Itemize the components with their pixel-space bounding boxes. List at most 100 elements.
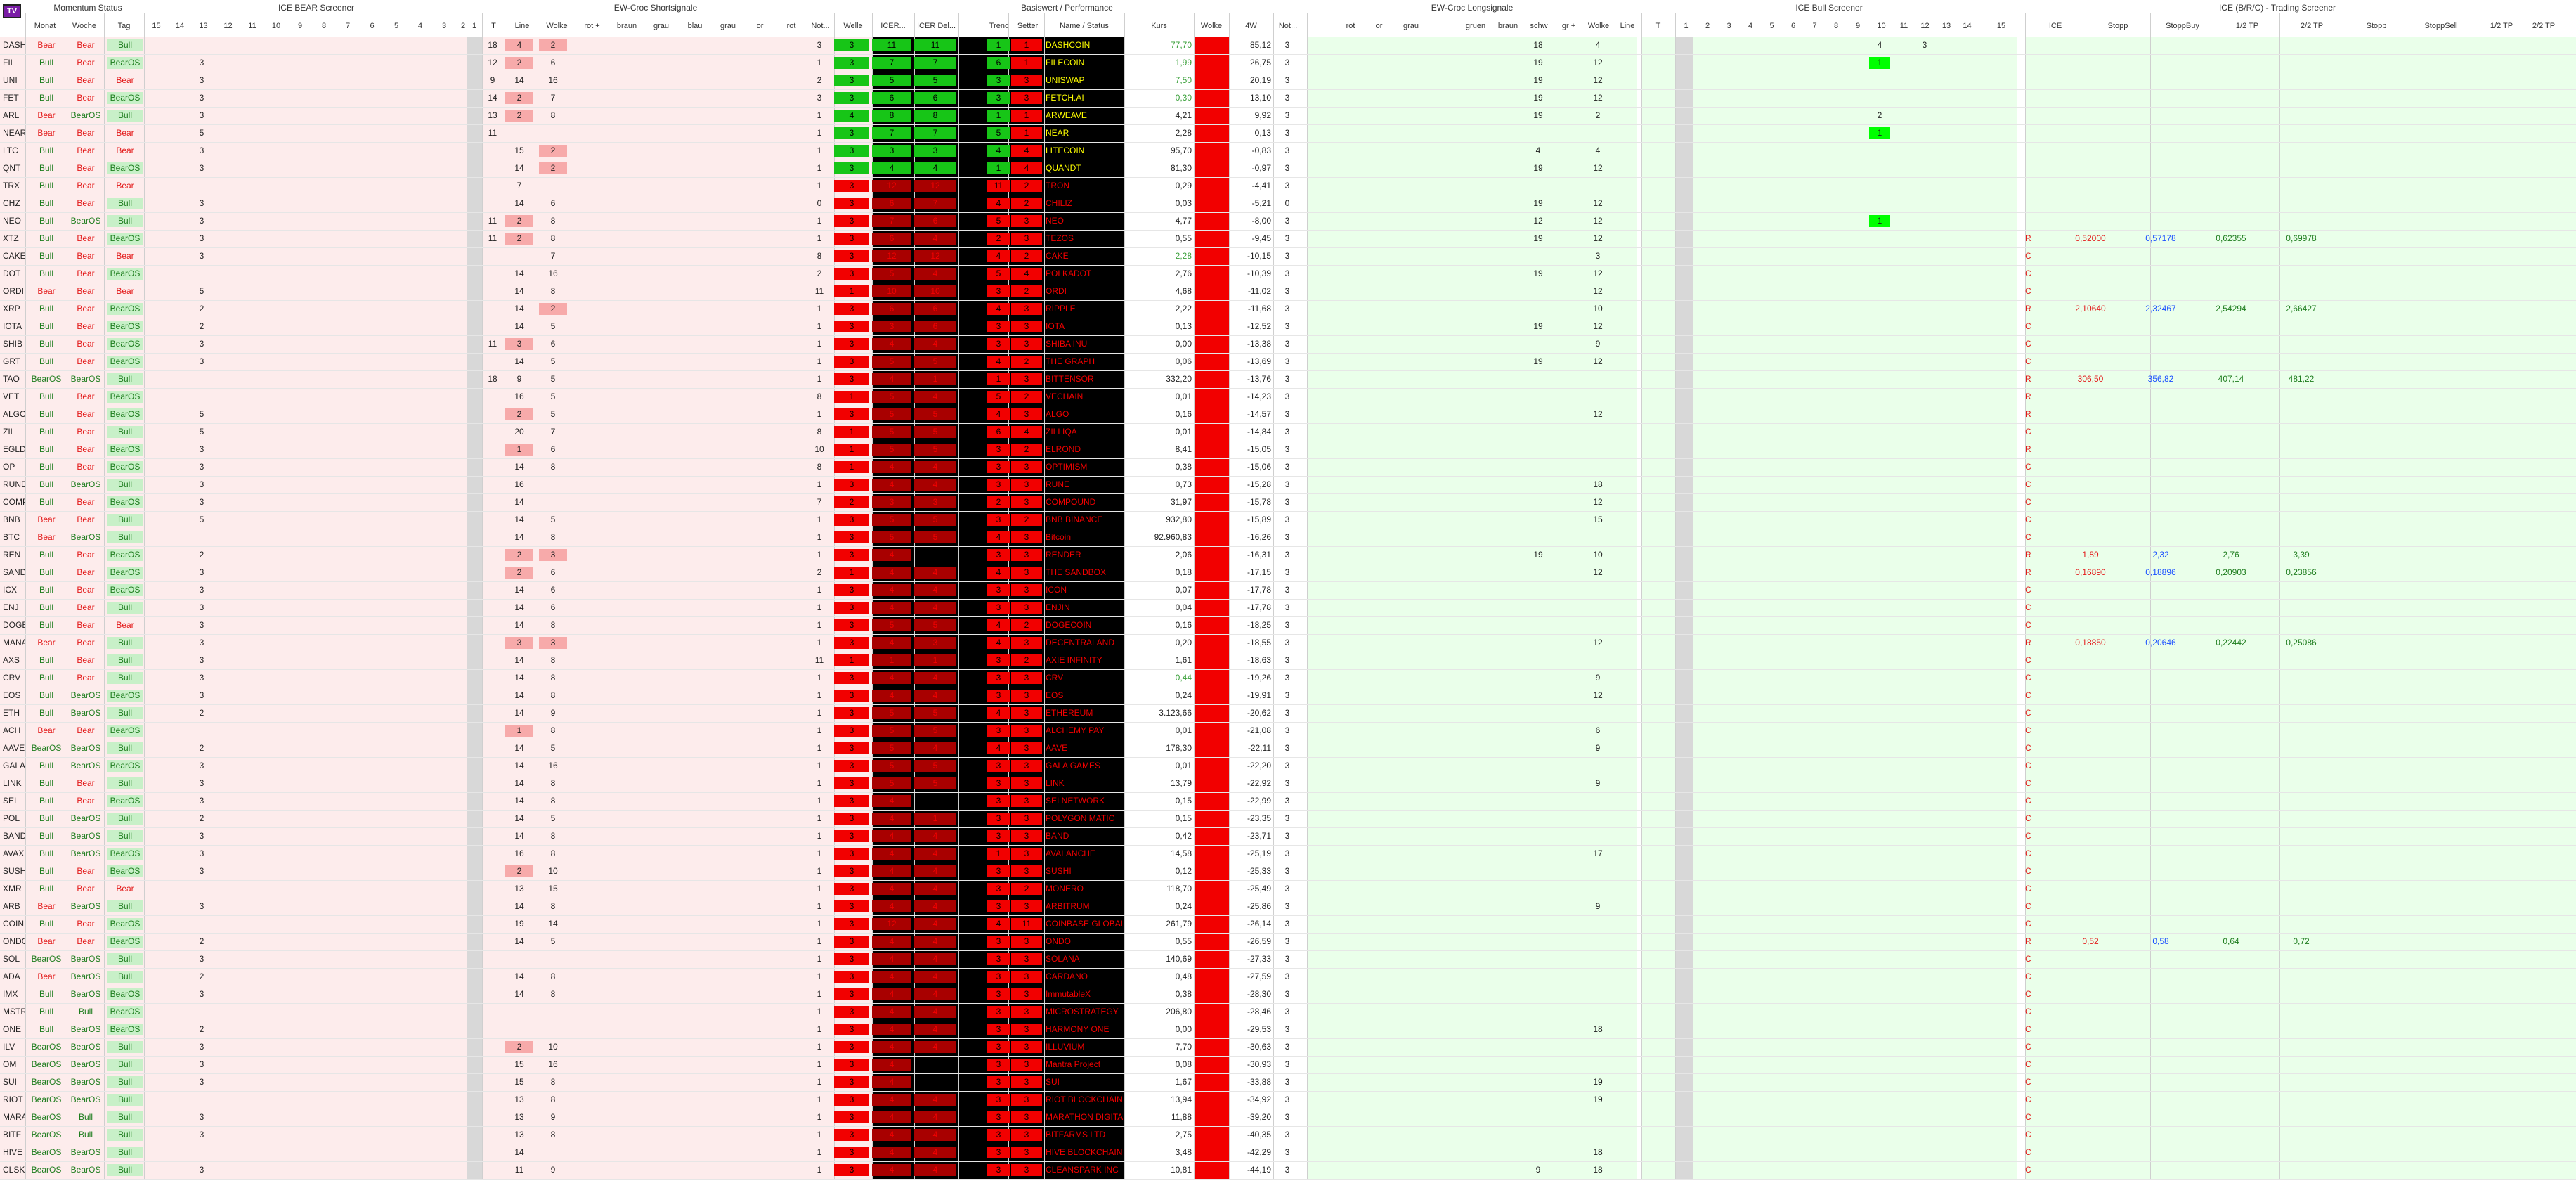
column-header[interactable]: 8 <box>321 22 327 30</box>
symbol-ticker[interactable]: BITF <box>3 1130 21 1139</box>
symbol-ticker[interactable]: LTC <box>3 146 18 155</box>
column-header[interactable]: Monat <box>34 22 56 30</box>
asset-name[interactable]: BAND <box>1046 831 1069 841</box>
asset-name[interactable]: FETCH.AI <box>1046 93 1084 103</box>
symbol-ticker[interactable]: ADA <box>3 971 20 981</box>
symbol-ticker[interactable]: DASH <box>3 40 25 50</box>
symbol-ticker[interactable]: OP <box>3 462 15 472</box>
asset-name[interactable]: ARWEAVE <box>1046 110 1087 120</box>
symbol-ticker[interactable]: COMP <box>3 497 25 507</box>
symbol-ticker[interactable]: GRT <box>3 356 21 366</box>
column-header[interactable]: 9 <box>1855 22 1861 30</box>
asset-name[interactable]: ALGO <box>1046 409 1069 419</box>
column-header[interactable]: 15 <box>1996 22 2006 30</box>
asset-name[interactable]: CAKE <box>1046 251 1069 261</box>
asset-name[interactable]: UNISWAP <box>1046 75 1085 85</box>
asset-name[interactable]: Bitcoin <box>1046 532 1072 542</box>
column-header[interactable]: 1/2 TP <box>2235 22 2259 30</box>
symbol-ticker[interactable]: REN <box>3 550 21 560</box>
column-header[interactable]: T <box>491 22 496 30</box>
symbol-ticker[interactable]: IOTA <box>3 321 22 331</box>
column-header[interactable]: ICER... <box>880 22 906 30</box>
column-header[interactable]: 6 <box>370 22 375 30</box>
column-header[interactable]: 2 <box>460 22 466 30</box>
symbol-ticker[interactable]: NEAR <box>3 128 25 138</box>
symbol-ticker[interactable]: SEI <box>3 796 17 806</box>
column-header[interactable]: braun <box>1497 22 1518 30</box>
symbol-ticker[interactable]: BTC <box>3 532 20 542</box>
asset-name[interactable]: ZILLIQA <box>1046 427 1077 437</box>
asset-name[interactable]: AAVE <box>1046 743 1068 753</box>
asset-name[interactable]: DASHCOIN <box>1046 40 1091 50</box>
column-header[interactable]: 13 <box>1941 22 1951 30</box>
column-header[interactable]: 5 <box>393 22 399 30</box>
symbol-ticker[interactable]: DOT <box>3 269 21 278</box>
asset-name[interactable]: RIOT BLOCKCHAIN <box>1046 1095 1123 1104</box>
asset-name[interactable]: COINBASE GLOBAL <box>1046 919 1123 929</box>
column-header[interactable]: 2 <box>1705 22 1710 30</box>
symbol-ticker[interactable]: AAVE <box>3 743 25 753</box>
asset-name[interactable]: POLYGON MATIC <box>1046 813 1115 823</box>
asset-name[interactable]: RIPPLE <box>1046 304 1076 314</box>
symbol-ticker[interactable]: ARB <box>3 901 20 911</box>
column-header[interactable]: schw <box>1530 22 1548 30</box>
asset-name[interactable]: LITECOIN <box>1046 146 1085 155</box>
column-header[interactable]: Woche <box>72 22 97 30</box>
column-header[interactable]: rot + <box>584 22 600 30</box>
symbol-ticker[interactable]: AXS <box>3 655 20 665</box>
asset-name[interactable]: LINK <box>1046 778 1065 788</box>
symbol-ticker[interactable]: AVAX <box>3 848 25 858</box>
column-header[interactable]: 14 <box>175 22 185 30</box>
asset-name[interactable]: NEO <box>1046 216 1065 226</box>
column-header[interactable]: Not... <box>811 22 830 30</box>
asset-name[interactable]: AXIE INFINITY <box>1046 655 1102 665</box>
asset-name[interactable]: ALCHEMY PAY <box>1046 725 1105 735</box>
column-header[interactable]: Line <box>1620 22 1635 30</box>
asset-name[interactable]: ARBITRUM <box>1046 901 1090 911</box>
symbol-ticker[interactable]: ETH <box>3 708 20 718</box>
symbol-ticker[interactable]: CRV <box>3 673 21 683</box>
symbol-ticker[interactable]: BAND <box>3 831 25 841</box>
symbol-ticker[interactable]: COIN <box>3 919 24 929</box>
column-header[interactable]: 10 <box>271 22 281 30</box>
asset-name[interactable]: BITFARMS LTD <box>1046 1130 1106 1139</box>
asset-name[interactable]: ICON <box>1046 585 1067 595</box>
column-header[interactable]: 13 <box>199 22 208 30</box>
column-header[interactable]: 5 <box>1769 22 1774 30</box>
column-header[interactable]: 15 <box>152 22 161 30</box>
symbol-ticker[interactable]: XRP <box>3 304 20 314</box>
asset-name[interactable]: ONDO <box>1046 936 1071 946</box>
symbol-ticker[interactable]: SOL <box>3 954 20 964</box>
asset-name[interactable]: CLEANSPARK INC <box>1046 1165 1119 1175</box>
column-header[interactable]: Welle <box>843 22 863 30</box>
column-header[interactable]: braun <box>616 22 637 30</box>
column-header[interactable]: 1 <box>471 22 477 30</box>
symbol-ticker[interactable]: ONE <box>3 1024 22 1034</box>
asset-name[interactable]: AVALANCHE <box>1046 848 1095 858</box>
symbol-ticker[interactable]: ALGO <box>3 409 25 419</box>
column-header[interactable]: 7 <box>1812 22 1817 30</box>
column-header[interactable]: Stopp <box>2107 22 2128 30</box>
asset-name[interactable]: RUNE <box>1046 479 1070 489</box>
column-header[interactable]: gr + <box>1561 22 1576 30</box>
asset-name[interactable]: IOTA <box>1046 321 1065 331</box>
column-header[interactable]: 11 <box>248 22 256 30</box>
symbol-ticker[interactable]: TRX <box>3 181 20 191</box>
symbol-ticker[interactable]: QNT <box>3 163 21 173</box>
symbol-ticker[interactable]: SHIB <box>3 339 23 349</box>
asset-name[interactable]: NEAR <box>1046 128 1069 138</box>
column-header[interactable]: 12 <box>1920 22 1930 30</box>
column-header[interactable]: grau <box>1403 22 1419 30</box>
column-header[interactable]: StoppSell <box>2424 22 2458 30</box>
asset-name[interactable]: DOGECOIN <box>1046 620 1092 630</box>
symbol-ticker[interactable]: NEO <box>3 216 22 226</box>
symbol-ticker[interactable]: POL <box>3 813 20 823</box>
column-header[interactable]: 7 <box>345 22 351 30</box>
column-header[interactable]: Setter <box>1017 22 1039 30</box>
symbol-ticker[interactable]: RUNE <box>3 479 25 489</box>
column-header[interactable]: Name / Status <box>1060 22 1109 30</box>
column-header[interactable]: rot <box>1346 22 1355 30</box>
column-header[interactable]: or <box>1375 22 1383 30</box>
asset-name[interactable]: VECHAIN <box>1046 392 1084 401</box>
asset-name[interactable]: GALA GAMES <box>1046 761 1101 770</box>
